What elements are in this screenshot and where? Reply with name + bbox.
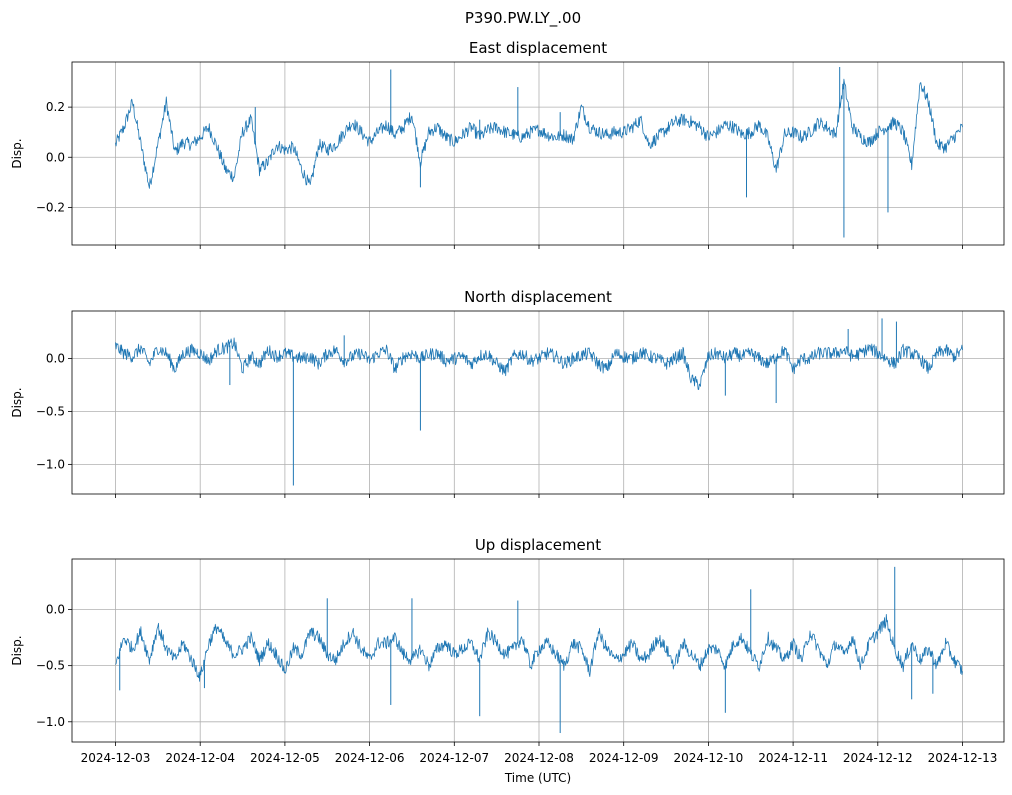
panel-2: Up displacement Disp. 2024-12-03 2024-12-04… [10,536,1005,765]
y-axis-label: Disp. [10,635,24,665]
x-tick-label: 2024-12-04 [165,751,235,765]
x-tick-label: 2024-12-06 [335,751,405,765]
y-tick-label: −1.0 [36,715,65,729]
x-tick-label: 2024-12-10 [674,751,744,765]
series-line [115,78,963,189]
x-tick-label: 2024-12-05 [250,751,320,765]
y-axis-label: Disp. [10,138,24,168]
x-tick-label: 2024-12-08 [504,751,574,765]
y-tick-label: −0.5 [36,659,65,673]
x-axis-label: Time (UTC) [504,771,571,785]
x-tick-label: 2024-12-13 [928,751,998,765]
y-tick-label: 0.0 [46,603,65,617]
x-tick-label: 2024-12-07 [419,751,489,765]
panels: East displacement Disp. −0.2 0.0 0.2 North di… [10,39,1005,765]
y-axis-label: Disp. [10,387,24,417]
y-tick-label: 0.0 [46,150,65,164]
y-tick-label: −1.0 [36,457,65,471]
x-tick-label: 2024-12-11 [758,751,828,765]
series-line [115,337,963,390]
axes-frame [71,558,1005,743]
x-tick-label: 2024-12-09 [589,751,659,765]
y-tick-label: −0.5 [36,404,65,418]
x-tick-label: 2024-12-12 [843,751,913,765]
y-tick-label: 0.2 [46,100,65,114]
panel-1: North displacement Disp. −1.0 −0.5 0.0 [10,288,1005,498]
panel-title: East displacement [469,39,607,57]
figure-suptitle: P390.PW.LY_.00 [465,9,581,28]
series-line [115,614,963,682]
axes-frame [71,310,1005,495]
panel-title: Up displacement [475,536,601,554]
panel-title: North displacement [464,288,612,306]
panel-0: East displacement Disp. −0.2 0.0 0.2 [10,39,1005,249]
axes-frame [71,61,1005,246]
x-tick-label: 2024-12-03 [81,751,151,765]
y-tick-label: 0.0 [46,352,65,366]
y-tick-label: −0.2 [36,200,65,214]
